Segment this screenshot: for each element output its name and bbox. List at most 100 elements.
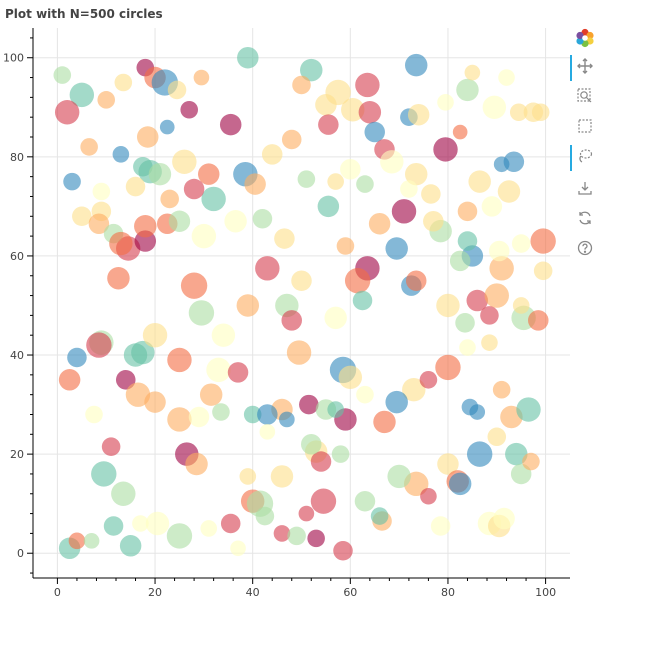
data-point [356, 175, 374, 193]
data-point [489, 256, 514, 281]
data-point [457, 201, 478, 222]
data-point [487, 427, 507, 447]
box-select-tool-icon[interactable] [570, 113, 600, 139]
data-point [301, 433, 322, 455]
reset-tool-icon[interactable] [570, 205, 600, 231]
data-point [448, 472, 472, 496]
data-point [456, 78, 479, 102]
data-point [455, 313, 475, 333]
data-point [380, 150, 404, 174]
data-point [531, 103, 550, 122]
y-tick-label: 20 [10, 448, 24, 461]
data-point [193, 69, 210, 86]
data-point [101, 437, 121, 456]
data-point [53, 66, 72, 84]
y-tick-label: 40 [10, 349, 24, 362]
data-point [237, 46, 259, 69]
data-point [355, 72, 380, 98]
data-point [111, 481, 136, 506]
data-point [86, 332, 112, 358]
data-point [469, 404, 486, 420]
data-point [421, 184, 441, 204]
data-point [436, 293, 460, 318]
data-point [131, 340, 155, 365]
data-point [488, 240, 510, 262]
data-point [327, 401, 344, 418]
data-point [168, 210, 191, 232]
data-point [136, 126, 159, 148]
data-point [115, 370, 136, 390]
data-point [400, 180, 418, 198]
data-point [358, 101, 382, 124]
data-point [511, 234, 531, 253]
data-point [274, 228, 295, 249]
data-point [344, 268, 371, 294]
data-point [198, 163, 220, 185]
data-point [318, 114, 339, 135]
data-point [373, 410, 396, 434]
data-point [281, 129, 302, 150]
data-point [287, 526, 306, 546]
data-point [125, 382, 151, 407]
data-point [167, 347, 192, 373]
x-tick-label: 0 [54, 586, 61, 599]
data-point [188, 406, 210, 428]
data-point [166, 523, 193, 549]
data-point [88, 213, 110, 234]
data-point [91, 461, 117, 487]
x-tick-label: 60 [343, 586, 357, 599]
data-point [236, 294, 260, 317]
data-point [336, 237, 355, 255]
data-point [281, 310, 302, 331]
data-point [338, 365, 363, 390]
data-point [80, 138, 98, 156]
data-point [466, 441, 493, 467]
data-point [273, 525, 291, 542]
data-point [368, 212, 391, 235]
data-point [340, 158, 361, 180]
data-point [297, 170, 316, 188]
data-point [114, 73, 133, 92]
data-point [352, 290, 373, 311]
data-point [103, 516, 124, 536]
data-point [125, 176, 146, 197]
data-point [63, 172, 81, 191]
data-point [292, 75, 311, 95]
data-point [481, 196, 503, 217]
chart-title: Plot with N=500 circles [5, 7, 163, 21]
data-point [259, 424, 276, 440]
data-point [420, 487, 437, 505]
data-point [180, 100, 199, 119]
data-point [310, 488, 337, 514]
data-point [435, 354, 461, 381]
data-point [239, 468, 257, 485]
data-point [244, 173, 266, 195]
data-point [430, 516, 451, 536]
data-point [457, 231, 478, 251]
data-point [69, 82, 95, 108]
data-point [220, 513, 241, 534]
data-point [505, 442, 528, 466]
help-tool-icon[interactable] [570, 235, 600, 261]
bokeh-logo-icon[interactable] [570, 25, 600, 51]
data-point [468, 170, 491, 193]
data-point [492, 380, 511, 399]
data-point [243, 405, 262, 424]
data-point [480, 306, 499, 325]
box-zoom-tool-icon[interactable] [570, 83, 600, 109]
data-point [512, 297, 530, 314]
y-tick-label: 100 [3, 52, 24, 65]
data-point [317, 195, 340, 218]
pan-tool-icon[interactable] [570, 53, 600, 81]
data-point [291, 270, 312, 291]
lasso-select-tool-icon[interactable] [570, 143, 600, 171]
data-point [257, 404, 278, 425]
axes: 0 20 40 60 80 100 0 20 40 60 80 100 [3, 28, 570, 599]
data-point [83, 533, 100, 549]
data-point [493, 156, 510, 173]
save-tool-icon[interactable] [570, 175, 600, 201]
data-points [53, 46, 556, 561]
data-point [452, 124, 468, 140]
data-point [298, 505, 315, 522]
